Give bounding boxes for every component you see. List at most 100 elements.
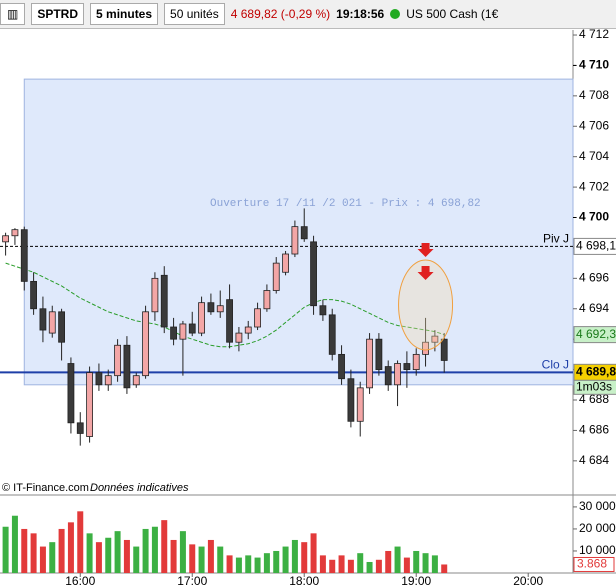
volume-bar	[198, 546, 205, 573]
candle-body	[188, 323, 196, 334]
arrow	[417, 243, 434, 257]
candle-body	[132, 375, 140, 386]
volume-bar	[422, 553, 429, 573]
candle-body	[151, 277, 159, 313]
reference-label: Piv J	[543, 232, 569, 246]
x-tick-label: 20:00	[513, 574, 543, 588]
candle-body	[67, 363, 75, 424]
volume-bar	[329, 559, 336, 573]
candle-body	[440, 338, 448, 361]
x-tick-label: 19:00	[401, 574, 431, 588]
candle-body	[179, 323, 187, 340]
candle-body	[58, 311, 65, 343]
candle-body	[170, 326, 177, 340]
volume-bar	[207, 539, 214, 573]
x-tick-label: 18:00	[289, 574, 319, 588]
candle-body	[310, 241, 317, 307]
volume-bar	[114, 531, 121, 573]
candle-body	[263, 290, 271, 310]
candle-body	[114, 344, 121, 377]
y-tick-label: 4 696	[579, 271, 609, 285]
candle-body	[11, 229, 19, 237]
candle-body	[319, 305, 327, 316]
candle-body	[412, 353, 420, 370]
ma-tag-label: 4 692,3	[576, 327, 616, 341]
volume-bar	[357, 553, 364, 573]
volume-bar	[319, 555, 326, 573]
interval[interactable]: 5 minutes	[90, 3, 159, 25]
volume-bar	[310, 533, 317, 573]
price-tag-label: 4 689,82	[576, 365, 616, 379]
candle-body	[207, 302, 215, 313]
opening-range	[23, 78, 574, 386]
candle-body	[300, 226, 308, 240]
volume-bar	[282, 546, 289, 573]
candle-body	[123, 344, 131, 389]
candle-body	[235, 332, 243, 343]
volume-bar	[338, 555, 345, 573]
candle-body	[282, 253, 289, 273]
candle-body	[403, 363, 411, 370]
x-tick-label: 16:00	[65, 574, 95, 588]
reference-label: Clo J	[542, 358, 569, 372]
y-tick-label: 4 704	[579, 149, 609, 163]
candle-body	[160, 274, 168, 328]
volume-bar	[291, 539, 298, 573]
volume-bar	[123, 539, 130, 573]
volume-bar	[245, 555, 252, 573]
y-tick-label: 20 000	[579, 521, 616, 535]
menu-button[interactable]: ▥	[0, 3, 26, 25]
volume-bar	[67, 522, 74, 573]
volume-bar	[226, 555, 233, 573]
volume-bar	[86, 533, 93, 573]
symbol[interactable]: SPTRD	[31, 3, 85, 25]
x-tick-label: 17:00	[177, 574, 207, 588]
volume-bar	[133, 546, 140, 573]
volume-bar	[2, 526, 9, 573]
volume-bar	[235, 557, 242, 573]
units[interactable]: 50 unités	[164, 3, 225, 25]
volume-bar	[77, 511, 84, 573]
y-tick-label: 4 712	[579, 27, 609, 41]
candle-body	[216, 305, 224, 313]
volume-bar	[441, 564, 448, 573]
status-dot	[390, 9, 401, 19]
candle-body	[375, 338, 383, 370]
y-tick-label: 4 686	[579, 423, 609, 437]
candle-body	[338, 353, 345, 380]
highlight-ellipse	[398, 259, 454, 351]
candle-body	[356, 387, 364, 422]
candle-body	[422, 341, 429, 355]
candle-body	[86, 372, 93, 437]
price-tag	[573, 237, 616, 255]
volume-bar	[273, 550, 280, 573]
note: Données indicatives	[90, 482, 189, 494]
candle-body	[198, 302, 205, 334]
candle-body	[48, 311, 56, 334]
candle-body	[431, 335, 439, 343]
ma-tag	[573, 326, 616, 344]
y-tick-label: 10 000	[579, 543, 616, 557]
volume-bar	[95, 542, 102, 573]
volume-bar	[347, 559, 354, 573]
volume-bar	[142, 528, 149, 573]
volume-bar	[105, 537, 112, 573]
timer: 1m03s	[576, 380, 612, 394]
y-tick-label: 4 700	[579, 210, 609, 224]
candle-body	[76, 422, 84, 434]
volume-bar	[431, 555, 438, 573]
volume-tag	[573, 556, 615, 572]
candle-body	[104, 375, 112, 386]
y-tick-label: 4 688	[579, 392, 609, 406]
volume-bar	[375, 559, 382, 573]
timer-box	[573, 379, 616, 395]
price-tag-label: 4 698,1	[576, 239, 616, 253]
volume-bar	[366, 561, 373, 573]
last-price: 4 689,82 (-0,29 %)	[230, 7, 331, 21]
volume-bar	[170, 539, 177, 573]
y-tick-label: 4 702	[579, 179, 609, 193]
candle-body	[20, 229, 28, 282]
y-tick-label: 4 684	[579, 453, 609, 467]
